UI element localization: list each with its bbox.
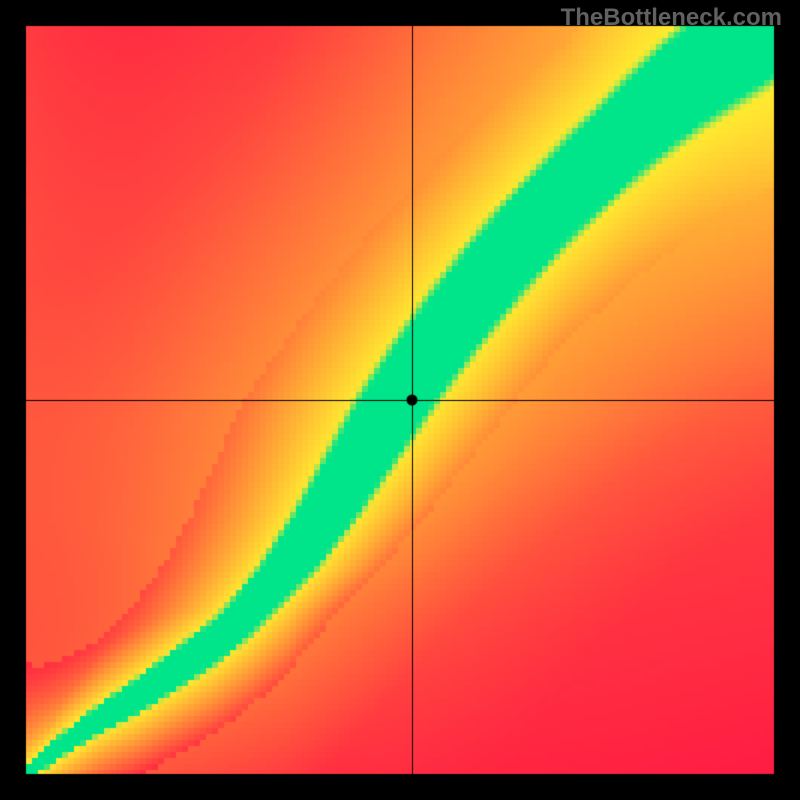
- heatmap-canvas: [0, 0, 800, 800]
- chart-container: TheBottleneck.com: [0, 0, 800, 800]
- watermark-text: TheBottleneck.com: [561, 4, 782, 32]
